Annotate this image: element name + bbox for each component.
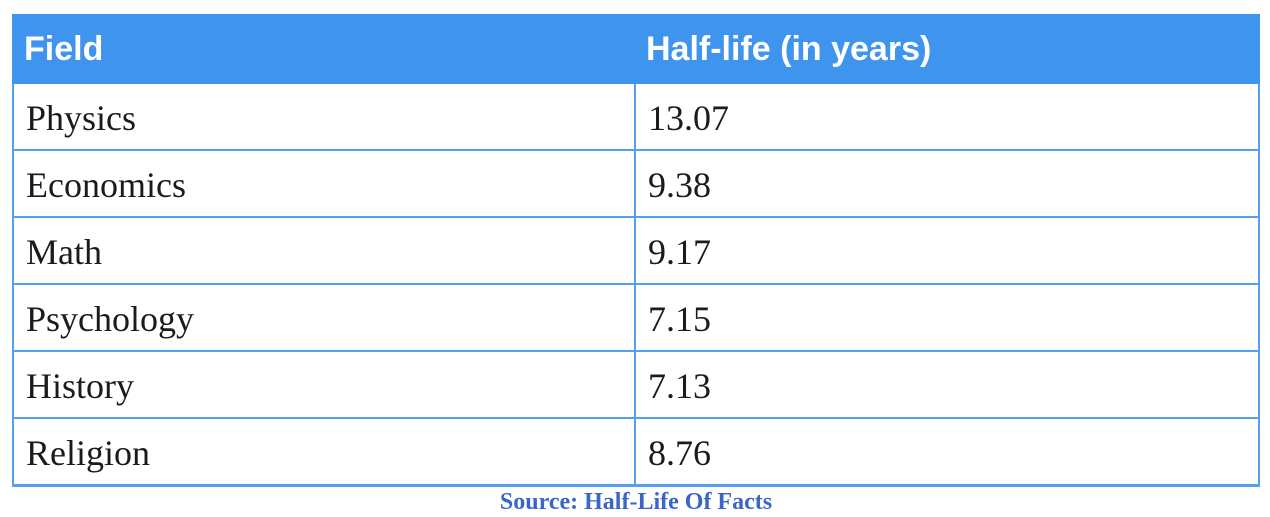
value-cell: 7.13 [634, 350, 1260, 419]
table-row: Economics 9.38 [12, 149, 1260, 218]
value-cell: 8.76 [634, 417, 1260, 487]
half-life-table-container: Field Half-life (in years) Physics 13.07… [12, 14, 1260, 517]
source-caption-link[interactable]: Source: Half-Life Of Facts [499, 489, 773, 515]
field-cell: History [12, 350, 636, 419]
half-life-table: Field Half-life (in years) Physics 13.07… [12, 14, 1260, 487]
table-body: Physics 13.07 Economics 9.38 Math 9.17 P… [12, 82, 1260, 487]
table-row: Math 9.17 [12, 216, 1260, 285]
field-cell: Math [12, 216, 636, 285]
field-cell: Economics [12, 149, 636, 218]
field-cell: Psychology [12, 283, 636, 352]
value-cell: 9.38 [634, 149, 1260, 218]
column-header-half-life: Half-life (in years) [634, 14, 1260, 84]
value-cell: 13.07 [634, 82, 1260, 151]
table-header: Field Half-life (in years) [12, 14, 1260, 84]
table-row: Psychology 7.15 [12, 283, 1260, 352]
table-row: Physics 13.07 [12, 82, 1260, 151]
column-header-field: Field [12, 14, 636, 84]
header-row: Field Half-life (in years) [12, 14, 1260, 84]
field-cell: Physics [12, 82, 636, 151]
table-row: Religion 8.76 [12, 417, 1260, 487]
value-cell: 9.17 [634, 216, 1260, 285]
field-cell: Religion [12, 417, 636, 487]
table-row: History 7.13 [12, 350, 1260, 419]
value-cell: 7.15 [634, 283, 1260, 352]
